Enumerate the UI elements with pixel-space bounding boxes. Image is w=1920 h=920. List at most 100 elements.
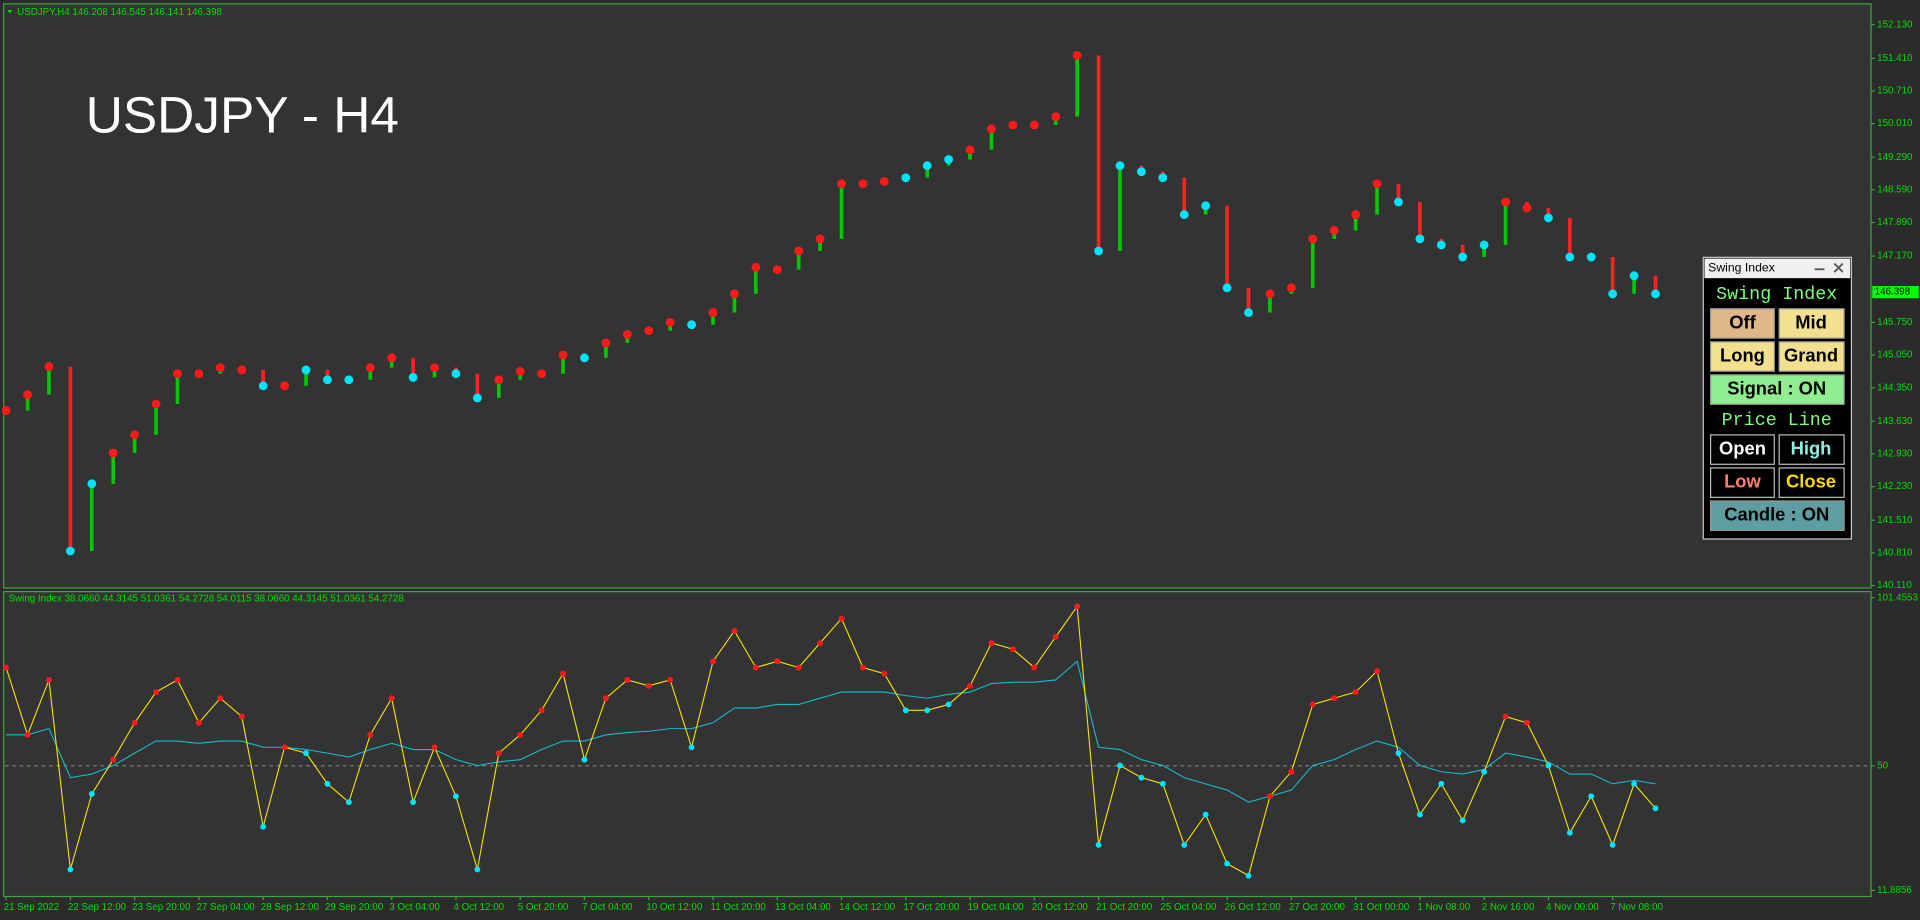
price-dot — [365, 363, 375, 373]
y-tick-label: 145.050 — [1877, 350, 1913, 361]
y-tick-label: 143.630 — [1877, 416, 1913, 427]
swing-dot — [367, 731, 374, 738]
long-label: Long — [1720, 344, 1765, 365]
low-label: Low — [1724, 470, 1761, 491]
price-dot — [430, 363, 439, 373]
swing-dot — [1095, 842, 1102, 848]
swing-dot — [1309, 701, 1316, 708]
grand-button[interactable] — [1778, 341, 1845, 372]
swing-dot — [517, 731, 524, 738]
mid-button[interactable] — [1778, 308, 1845, 339]
price-dot — [965, 145, 975, 155]
x-tick-label: 7 Oct 04:00 — [582, 902, 633, 913]
x-tick-label: 14 Oct 12:00 — [839, 902, 896, 913]
swing-dot — [924, 707, 931, 714]
price-dot — [708, 308, 718, 317]
swing-dot — [88, 791, 95, 797]
price-dot — [1479, 240, 1489, 250]
price-dot — [1222, 283, 1232, 293]
swing-dot — [538, 707, 545, 714]
price-pane — [3, 3, 1872, 589]
signal-button[interactable] — [1710, 374, 1845, 405]
y-tick-label: 148.590 — [1877, 184, 1913, 195]
swing-dot — [1159, 780, 1166, 787]
swing-dot — [945, 701, 952, 708]
swing-dot — [1117, 762, 1123, 769]
y-tick-label: 141.510 — [1877, 515, 1913, 526]
swing-dot — [195, 719, 202, 726]
y-tick-label: 151.410 — [1877, 53, 1913, 64]
swing-dot — [560, 670, 566, 677]
current-price-tag — [1872, 286, 1919, 299]
price-dot — [280, 381, 289, 391]
swing-dot — [817, 640, 824, 646]
price-dot — [301, 365, 311, 375]
swing-dot — [67, 866, 74, 873]
swing-dot — [1267, 793, 1273, 800]
swing-dot — [752, 664, 759, 671]
price-dot — [687, 320, 696, 330]
long-button[interactable] — [1710, 341, 1775, 372]
price-dot — [1, 406, 11, 415]
y-tick-label: 150.710 — [1877, 86, 1913, 97]
swing-dot — [303, 750, 309, 757]
price-dot — [558, 350, 568, 360]
swing-dot — [324, 780, 331, 787]
swing-dot — [131, 719, 138, 726]
swing-dot — [1074, 603, 1081, 610]
swing-dot — [1331, 695, 1338, 702]
price-dot — [944, 155, 954, 164]
candle-button[interactable] — [1710, 500, 1845, 532]
price-dot — [922, 161, 932, 171]
swing-dot — [474, 866, 481, 873]
price-dot — [537, 369, 547, 379]
swing-dot — [388, 695, 395, 702]
x-tick-label: 10 Oct 12:00 — [646, 902, 703, 913]
y-tick-label: 150.010 — [1877, 118, 1913, 129]
y-tick-label: 140.810 — [1877, 547, 1913, 558]
swing-dot — [710, 658, 716, 665]
swing-dot — [624, 677, 631, 683]
price-dot — [1351, 210, 1361, 219]
price-dot — [151, 399, 161, 409]
price-dot — [1651, 289, 1660, 299]
open-label: Open — [1719, 437, 1766, 458]
close-button[interactable] — [1833, 262, 1844, 273]
x-tick-label: 25 Oct 04:00 — [1160, 902, 1217, 913]
symbol-info: USDJPY,H4 146.208 146.545 146.141 146.39… — [17, 7, 222, 18]
low-button[interactable] — [1710, 467, 1775, 498]
x-tick-label: 27 Oct 20:00 — [1289, 902, 1346, 913]
price-dot — [901, 173, 911, 183]
price-dot — [794, 246, 804, 256]
swing-dot — [1052, 633, 1059, 640]
swing-dot — [1609, 842, 1616, 848]
swing-dot — [281, 744, 288, 751]
panel-titlebar — [1704, 258, 1851, 279]
price-dot — [1608, 289, 1618, 299]
price-dot — [858, 179, 868, 189]
swing-index-panel: Swing Index Swing Index Off Mid Long Gra… — [1702, 256, 1853, 540]
swing-dot — [1588, 793, 1595, 800]
x-tick-label: 22 Sep 12:00 — [68, 902, 127, 913]
high-button[interactable] — [1778, 434, 1845, 465]
open-button[interactable] — [1710, 434, 1775, 465]
price-dot — [472, 393, 482, 403]
swing-dot — [217, 695, 224, 702]
swing-dot — [410, 799, 417, 806]
indicator-pane — [3, 591, 1872, 898]
price-dot — [815, 234, 825, 244]
minimize-button[interactable] — [1814, 268, 1825, 271]
price-dot — [387, 353, 397, 363]
x-tick-label: 26 Oct 12:00 — [1225, 902, 1282, 913]
price-dot — [1137, 167, 1146, 177]
price-dot — [837, 179, 846, 189]
y-tick-label: 149.290 — [1877, 152, 1913, 163]
price-dot — [1072, 51, 1082, 60]
price-dot — [237, 365, 247, 375]
price-dot — [1008, 120, 1018, 130]
close-price-button[interactable] — [1778, 467, 1845, 498]
off-button[interactable] — [1710, 308, 1775, 339]
swing-dot — [1288, 768, 1295, 775]
price-dot — [1629, 271, 1639, 281]
